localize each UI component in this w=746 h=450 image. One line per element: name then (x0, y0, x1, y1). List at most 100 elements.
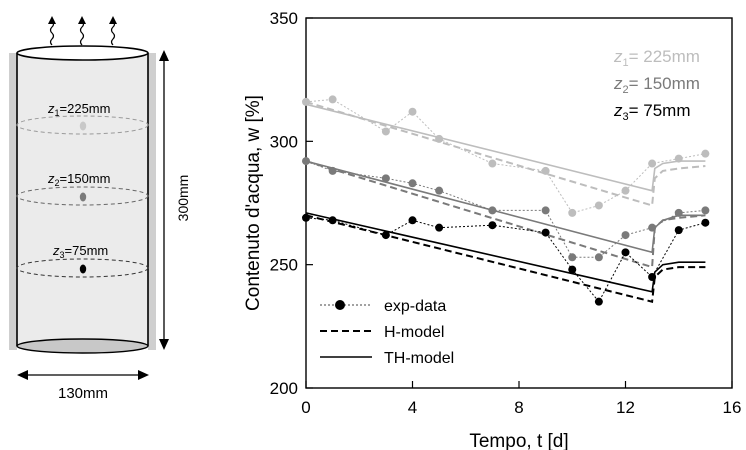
exp-data-point-z2 (541, 206, 550, 215)
x-tick-label: 12 (616, 398, 635, 417)
depth-label-sym: z (47, 171, 55, 186)
depth-legend-sym: z (613, 47, 623, 66)
depth-label-z3: z3=75mm (52, 243, 108, 260)
evaporation-arrows (49, 20, 116, 46)
arrowhead (78, 16, 86, 24)
x-tick-label: 16 (723, 398, 742, 417)
depth-label-z2: z2=150mm (47, 171, 110, 188)
exp-data-point-z1 (435, 134, 444, 143)
exp-data-point-z1 (674, 154, 683, 163)
depth-legend-value: = 225mm (629, 47, 700, 66)
depth-label-value: =75mm (65, 243, 109, 258)
x-axis-ticks: 0 4 8 12 16 (301, 381, 741, 417)
width-arrowhead-left (17, 370, 28, 380)
depth-legend-sym: z (613, 101, 623, 120)
y-tick-label: 200 (270, 379, 298, 398)
evaporation-arrow (110, 20, 116, 46)
legend-label-th: TH-model (384, 350, 454, 367)
cylinder-bottom (16, 338, 149, 354)
depth-legend-value: = 150mm (629, 74, 700, 93)
th-model-line-z1 (305, 103, 706, 192)
y-axis-label: Contenuto d'acqua, w [%] (243, 95, 264, 311)
style-legend: exp-data H-model TH-model (320, 298, 454, 367)
depth-legend-sym: z (613, 74, 623, 93)
exp-data-series (302, 95, 710, 306)
exp-data-point-z3 (381, 231, 390, 240)
exp-data-point-z2 (701, 206, 710, 215)
exp-data-point-z2 (435, 186, 444, 195)
exp-data-point-z2 (408, 179, 417, 188)
exp-data-point-z1 (701, 149, 710, 158)
depth-label-sym: z (47, 101, 55, 116)
exp-data-point-z3 (674, 226, 683, 235)
exp-data-point-z1 (648, 159, 657, 168)
exp-data-point-z2 (568, 253, 577, 262)
evaporation-arrow (79, 20, 85, 46)
exp-data-point-z3 (541, 228, 550, 237)
right-wall-hatch (148, 53, 156, 350)
cylinder-top (16, 45, 149, 61)
x-tick-label: 8 (514, 398, 523, 417)
exp-data-point-z2 (674, 208, 683, 217)
exp-data-point-z3 (594, 297, 603, 306)
exp-data-point-z3 (435, 223, 444, 232)
depth-legend-sub: 2 (623, 84, 629, 96)
exp-data-point-z2 (594, 253, 603, 262)
width-arrowhead-right (138, 370, 149, 380)
exp-data-point-z1 (328, 95, 337, 104)
exp-data-point-z2 (648, 223, 657, 232)
h-model-line-z1 (305, 100, 706, 207)
arrowhead (109, 16, 117, 24)
exp-data-point-z1 (488, 159, 497, 168)
exp-data-point-z2 (302, 157, 310, 166)
depth-legend-sub: 1 (623, 57, 629, 69)
width-label: 130mm (58, 385, 108, 402)
exp-data-point-z1 (568, 208, 577, 217)
model-lines (305, 100, 706, 303)
h-model-line-z3 (305, 214, 706, 303)
sample-schematic: z1=225mm z2=150mm z3=75mm 300mm 130mm (9, 16, 191, 402)
exp-data-line-z2 (305, 160, 706, 258)
sensor-dot-z1 (79, 121, 87, 131)
th-model-line-z2 (305, 160, 706, 254)
sensor-dot-z2 (79, 192, 87, 202)
sensor-dot-z3 (79, 264, 87, 274)
depth-label-sub: 3 (60, 250, 65, 260)
depth-legend-z3: z3= 75mm (613, 101, 691, 123)
y-tick-label: 250 (270, 256, 298, 275)
exp-data-point-z2 (488, 206, 497, 215)
exp-data-point-z1 (541, 166, 550, 175)
legend-label-h: H-model (384, 324, 444, 341)
legend-label-exp: exp-data (384, 298, 446, 315)
depth-label-value: =225mm (60, 101, 111, 116)
exp-data-point-z3 (302, 213, 310, 222)
left-wall-hatch (9, 53, 17, 350)
exp-data-point-z2 (621, 231, 630, 240)
exp-data-point-z1 (594, 201, 603, 210)
height-label: 300mm (175, 175, 191, 222)
exp-data-point-z3 (621, 248, 630, 257)
exp-data-point-z3 (488, 221, 497, 230)
depth-ring-z3 (16, 258, 149, 278)
evaporation-arrow (49, 20, 55, 46)
depth-label-value: =150mm (60, 171, 111, 186)
height-arrowhead-bottom (159, 339, 169, 350)
exp-data-point-z3 (328, 216, 337, 225)
depth-legend-value: = 75mm (629, 101, 691, 120)
arrowhead (48, 16, 56, 24)
depth-legend: z1= 225mm z2= 150mm z3= 75mm (613, 47, 700, 123)
exp-data-point-z1 (621, 186, 630, 195)
depth-label-sub: 2 (55, 178, 60, 188)
depth-legend-z2: z2= 150mm (613, 74, 700, 96)
th-model-line-z3 (305, 212, 706, 293)
exp-data-point-z1 (381, 127, 390, 136)
y-tick-label: 300 (270, 132, 298, 151)
exp-data-point-z3 (701, 218, 710, 227)
depth-ring-z2 (16, 186, 149, 206)
depth-legend-sub: 3 (623, 111, 629, 123)
height-arrowhead-top (159, 50, 169, 61)
legend-marker-exp (335, 300, 345, 310)
depth-label-sym: z (52, 243, 60, 258)
